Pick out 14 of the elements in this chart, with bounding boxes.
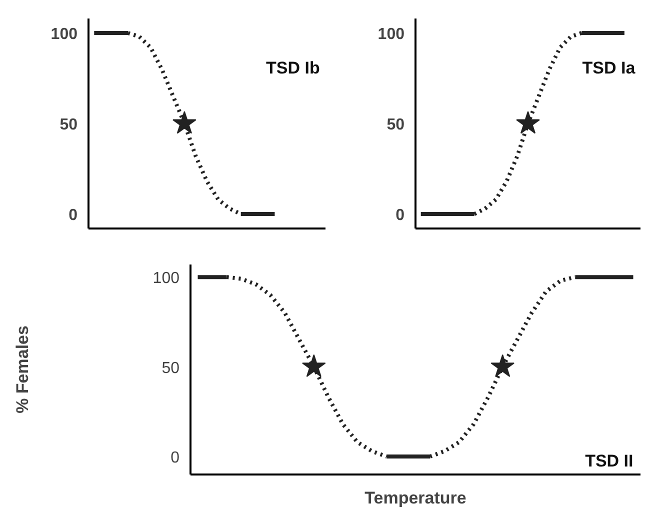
text: TSD Ia xyxy=(582,58,636,78)
y-tick-label: 100 xyxy=(50,26,78,43)
y-axis-title: % Females xyxy=(12,326,32,414)
y-tick-label: 50 xyxy=(60,116,78,134)
y-tick-label: 100 xyxy=(152,270,180,288)
y-tick-label: 0 xyxy=(68,207,78,224)
x-axis-title: Temperature xyxy=(364,488,466,508)
text: TSD Ib xyxy=(266,58,320,78)
text: TSD II xyxy=(585,451,634,470)
y-tick-label: 0 xyxy=(396,207,405,224)
y-tick-label: 50 xyxy=(386,116,405,134)
y-tick-label: 50 xyxy=(162,360,180,377)
y-tick-label: 0 xyxy=(170,450,180,467)
y-tick-label: 100 xyxy=(378,26,405,43)
